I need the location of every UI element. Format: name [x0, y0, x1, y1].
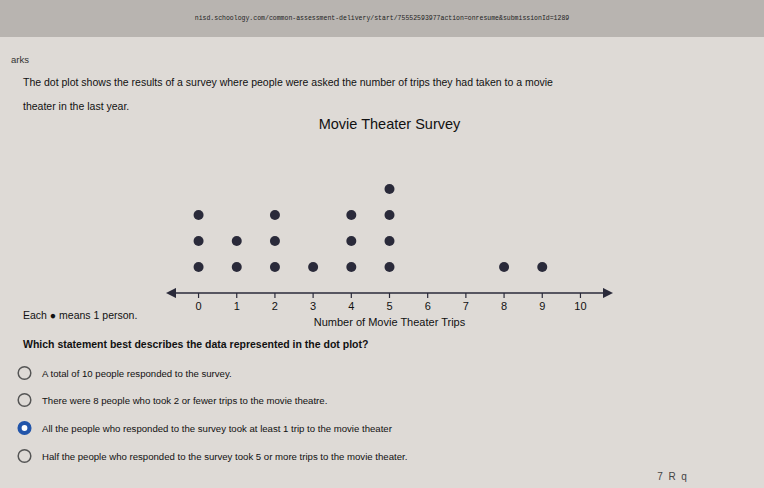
- x-tick-label: 1: [234, 300, 240, 312]
- radio-button[interactable]: [18, 450, 31, 463]
- x-axis-label: Number of Movie Theater Trips: [314, 316, 466, 328]
- option-text[interactable]: A total of 10 people responded to the su…: [42, 368, 232, 379]
- url-text: nisd.schoology.com/common-assessment-del…: [195, 15, 570, 22]
- x-tick-label: 3: [310, 300, 316, 312]
- radio-button[interactable]: [18, 367, 31, 380]
- x-tick-label: 8: [501, 300, 507, 312]
- dot: [346, 210, 356, 220]
- key-text: Each ● means 1 person.: [23, 309, 137, 321]
- icon-text: arks: [11, 54, 29, 65]
- x-tick: [503, 293, 504, 298]
- x-tick: [542, 293, 543, 298]
- x-tick-label: 5: [386, 300, 392, 312]
- page: nisd.schoology.com/common-assessment-del…: [0, 0, 764, 488]
- option-text[interactable]: All the people who responded to the surv…: [42, 423, 393, 434]
- x-tick-label: 9: [539, 300, 545, 312]
- dot: [194, 236, 204, 246]
- dot: [385, 184, 395, 194]
- dot: [537, 262, 547, 272]
- dot: [194, 210, 204, 220]
- dot: [385, 210, 395, 220]
- x-tick: [580, 293, 581, 298]
- dot: [308, 262, 318, 272]
- dot: [194, 262, 204, 272]
- x-tick: [313, 293, 314, 298]
- content-background: [0, 0, 764, 488]
- x-tick: [465, 293, 466, 298]
- x-tick: [427, 293, 428, 298]
- dot: [232, 236, 242, 246]
- x-tick-label: 10: [574, 300, 586, 312]
- browser-bar: [0, 0, 764, 37]
- dot: [270, 262, 280, 272]
- dot: [346, 236, 356, 246]
- dot: [270, 210, 280, 220]
- nav-text[interactable]: 7 R q: [657, 471, 686, 482]
- x-tick-label: 2: [272, 300, 278, 312]
- option-text[interactable]: There were 8 people who took 2 or fewer …: [42, 395, 327, 406]
- chart-title: Movie Theater Survey: [319, 116, 461, 132]
- x-tick: [236, 293, 237, 298]
- radio-selected: [22, 425, 28, 431]
- x-tick: [198, 293, 199, 298]
- radio-button[interactable]: [18, 422, 31, 435]
- x-tick: [351, 293, 352, 298]
- dot: [270, 236, 280, 246]
- x-tick: [389, 293, 390, 298]
- option-text[interactable]: Half the people who responded to the sur…: [42, 451, 407, 462]
- x-tick-label: 4: [348, 300, 354, 312]
- x-tick-label: 0: [195, 300, 201, 312]
- header-text: The dot plot shows the results of a surv…: [23, 76, 553, 88]
- dot: [385, 262, 395, 272]
- dot: [232, 262, 242, 272]
- x-tick-label: 7: [463, 300, 469, 312]
- radio-button[interactable]: [18, 394, 31, 407]
- question-text: Which statement best describes the data …: [23, 338, 368, 350]
- dot: [385, 236, 395, 246]
- dot: [499, 262, 509, 272]
- header-text: theater in the last year.: [23, 100, 129, 112]
- dot: [346, 262, 356, 272]
- dots: [194, 184, 548, 272]
- x-tick-label: 6: [425, 300, 431, 312]
- x-tick: [274, 293, 275, 298]
